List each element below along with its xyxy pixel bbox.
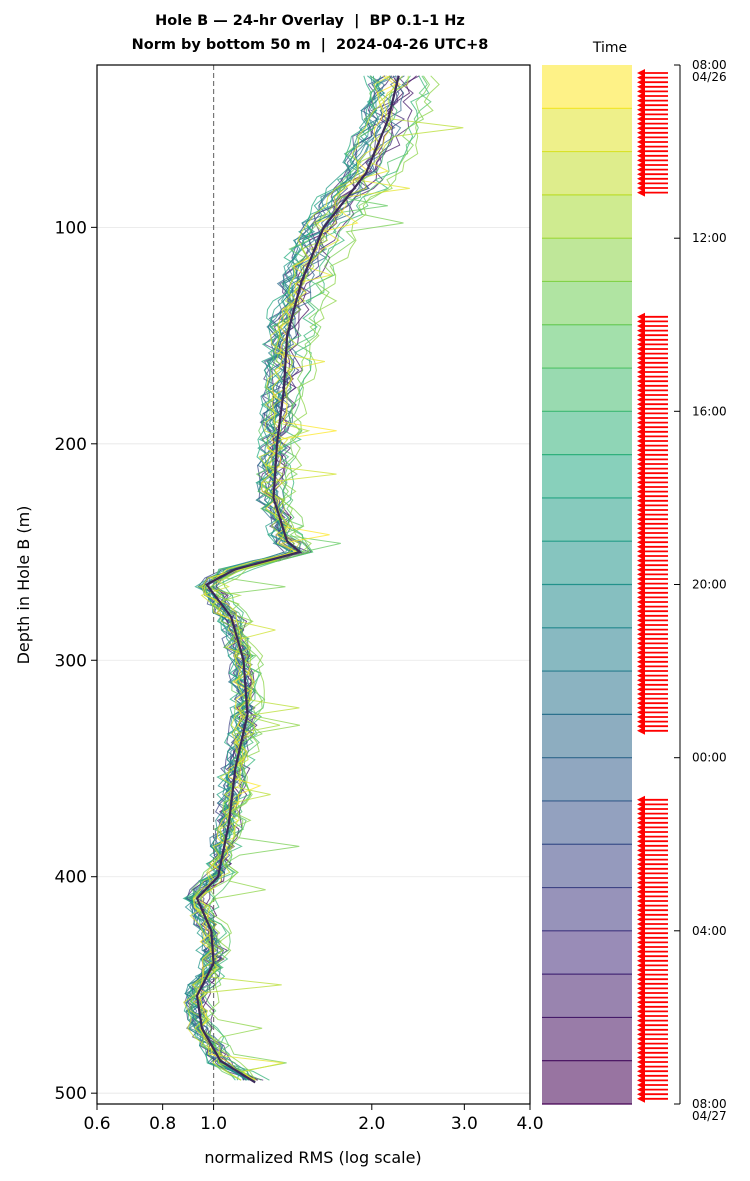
y-tick-label: 400 — [55, 868, 87, 888]
colorbar-tick-label: 16:00 — [692, 404, 727, 418]
colorbar-band-15 — [542, 671, 632, 715]
colorbar-tick-label: 08:00 — [692, 1097, 727, 1111]
colorbar-band-2 — [542, 108, 632, 152]
time-marker-head-184 — [637, 1094, 645, 1103]
trace-line-24 — [197, 75, 430, 1081]
colorbar-band-17 — [542, 757, 632, 801]
colorbar-band-19 — [542, 844, 632, 888]
trace-line-23 — [190, 75, 388, 1081]
y-tick-label: 200 — [55, 435, 87, 455]
colorbar-tick-label: 12:00 — [692, 231, 727, 245]
x-tick-label: 1.0 — [200, 1114, 227, 1134]
colorbar-band-3 — [542, 151, 632, 195]
colorbar-tick-date: 04/27 — [692, 1109, 727, 1123]
x-tick-label: 0.8 — [149, 1114, 176, 1134]
colorbar-band-10 — [542, 454, 632, 498]
trace-line-25 — [205, 75, 440, 1081]
colorbar-band-11 — [542, 497, 632, 542]
colorbar-band-4 — [542, 194, 632, 239]
colorbar-band-20 — [542, 887, 632, 931]
axes: 0.6 0.8 1.0 2.0 3.0 4.0 100 200 300 400 500 — [55, 218, 544, 1134]
colorbar-band-22 — [542, 974, 632, 1018]
mean-profile-line — [195, 75, 400, 1084]
x-axis-label: normalized RMS (log scale) — [204, 1148, 421, 1167]
trace-line-28 — [183, 75, 391, 1081]
colorbar-band-21 — [542, 930, 632, 975]
colorbar-band-23 — [542, 1017, 632, 1061]
x-tick-label: 2.0 — [358, 1114, 385, 1134]
colorbar-band-18 — [542, 800, 632, 845]
colorbar-band-14 — [542, 627, 632, 672]
colorbar-band-1 — [542, 65, 632, 109]
trace-line-22 — [202, 75, 432, 1081]
y-tick-label: 100 — [55, 218, 87, 238]
colorbar-band-9 — [542, 411, 632, 455]
colorbar-band-12 — [542, 541, 632, 585]
colorbar-tick-label: 08:00 — [692, 58, 727, 72]
colorbar-band-16 — [542, 714, 632, 758]
time-marker-head-27 — [637, 188, 645, 197]
colorbar-band-13 — [542, 584, 632, 628]
mean-profile — [195, 75, 400, 1084]
x-tick-label: 0.6 — [83, 1114, 110, 1134]
time-colorbar: 08:0004/2612:0016:0020:0000:0004:0008:00… — [542, 58, 727, 1123]
x-tick-label: 3.0 — [451, 1114, 478, 1134]
y-axis-label: Depth in Hole B (m) — [14, 506, 33, 665]
gridlines — [97, 226, 530, 1094]
trace-lines — [182, 75, 464, 1081]
chart-title-line2: Norm by bottom 50 m | 2024-04-26 UTC+8 — [131, 37, 489, 53]
colorbar-band-5 — [542, 238, 632, 282]
colorbar-tick-label: 20:00 — [692, 578, 727, 592]
colorbar-title: Time — [592, 40, 627, 56]
colorbar-tick-label: 04:00 — [692, 924, 727, 938]
colorbar-tick-label: 00:00 — [692, 751, 727, 765]
plot-frame — [96, 64, 531, 1105]
time-marker-head-118 — [637, 726, 645, 735]
colorbar-band-6 — [542, 281, 632, 325]
colorbar-band-8 — [542, 368, 632, 412]
trace-line-20 — [197, 75, 430, 1081]
y-tick-label: 300 — [55, 651, 87, 671]
x-tick-label: 4.0 — [516, 1114, 543, 1134]
trace-line-27 — [193, 75, 464, 1081]
y-tick-label: 500 — [55, 1084, 87, 1104]
colorbar-band-7 — [542, 324, 632, 369]
trace-line-29 — [191, 75, 410, 1081]
colorbar-tick-date: 04/26 — [692, 70, 727, 84]
colorbar-band-24 — [542, 1060, 632, 1104]
chart-title-line1: Hole B — 24-hr Overlay | BP 0.1–1 Hz — [155, 13, 465, 29]
